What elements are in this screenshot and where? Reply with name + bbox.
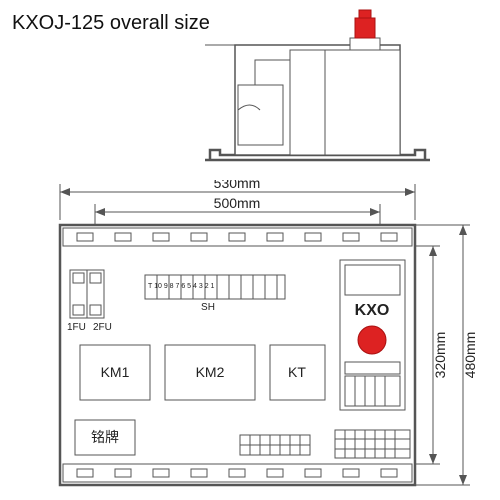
lbl-kxo: KXO bbox=[355, 302, 390, 319]
dim-outer-h: 480mm bbox=[462, 332, 478, 379]
lbl-km2: KM2 bbox=[196, 364, 225, 380]
lbl-plate: 铭牌 bbox=[91, 429, 119, 445]
dim-inner-w: 500mm bbox=[214, 195, 261, 211]
diagram-title: KXOJ-125 overall size bbox=[12, 12, 210, 35]
lbl-kt: KT bbox=[288, 364, 306, 380]
dim-outer-w: 530mm bbox=[214, 180, 261, 191]
lbl-2fu: 2FU bbox=[93, 322, 112, 333]
lbl-1fu: 1FU bbox=[67, 322, 86, 333]
side-elevation: 210mm bbox=[205, 0, 465, 170]
lbl-sh: SH bbox=[201, 302, 215, 313]
dim-inner-h: 320mm bbox=[432, 332, 448, 379]
lbl-km1: KM1 bbox=[101, 364, 130, 380]
terminal-nums: T 10 9 8 7 6 5 4 3 2 1 bbox=[148, 283, 215, 290]
plan-view: 530mm 500mm 1FU 2FU bbox=[15, 180, 495, 500]
